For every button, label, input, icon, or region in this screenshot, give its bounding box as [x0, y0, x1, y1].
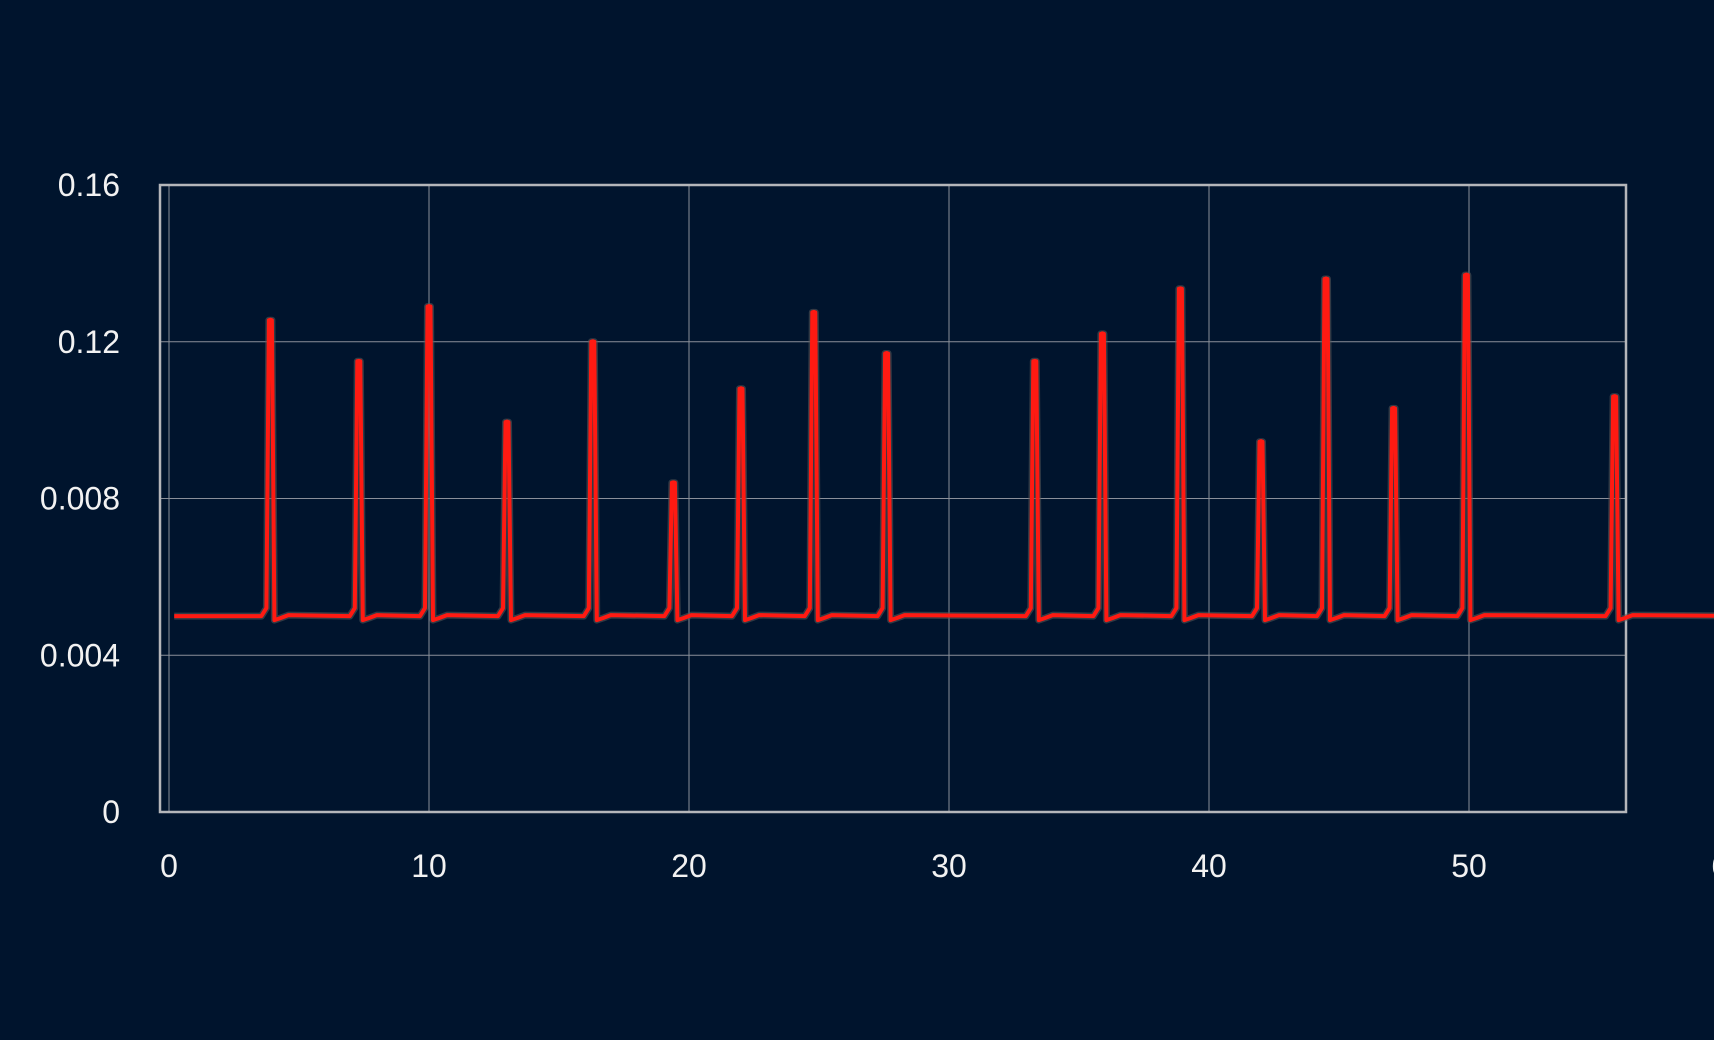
peak-point: [1463, 272, 1469, 278]
peak-point: [884, 351, 890, 357]
peak-point: [504, 419, 510, 425]
x-tick-label: 20: [671, 848, 707, 884]
peak-point: [1177, 286, 1183, 292]
y-axis-tick-labels: 0 0.004 0.008 0.12 0.16: [40, 167, 120, 830]
peak-point: [426, 303, 432, 309]
x-tick-label: 30: [931, 848, 967, 884]
x-tick-label: 0: [160, 848, 178, 884]
y-tick-label: 0.12: [58, 324, 120, 360]
peak-point: [356, 358, 362, 364]
peak-point: [267, 317, 273, 323]
series-layer: [174, 271, 1714, 624]
x-tick-label: 10: [411, 848, 447, 884]
y-tick-label: 0.16: [58, 167, 120, 203]
y-tick-label: 0.004: [40, 637, 120, 673]
peak-point: [811, 309, 817, 315]
peak-point: [590, 339, 596, 345]
peak-point: [738, 386, 744, 392]
plot-area-frame: [158, 183, 1628, 814]
peak-point: [670, 480, 676, 486]
peak-point: [1032, 358, 1038, 364]
x-tick-label: 60: [1711, 848, 1714, 884]
y-tick-label: 0.008: [40, 481, 120, 517]
peak-point: [1099, 331, 1105, 337]
peak-point: [1612, 394, 1618, 400]
x-tick-label: 50: [1451, 848, 1487, 884]
x-axis-tick-labels: 010203040506070: [160, 848, 1714, 884]
peak-point: [1323, 276, 1329, 282]
peak-point: [1258, 439, 1264, 445]
x-tick-label: 40: [1191, 848, 1227, 884]
y-tick-label: 0: [102, 794, 120, 830]
peak-point: [1391, 405, 1397, 411]
